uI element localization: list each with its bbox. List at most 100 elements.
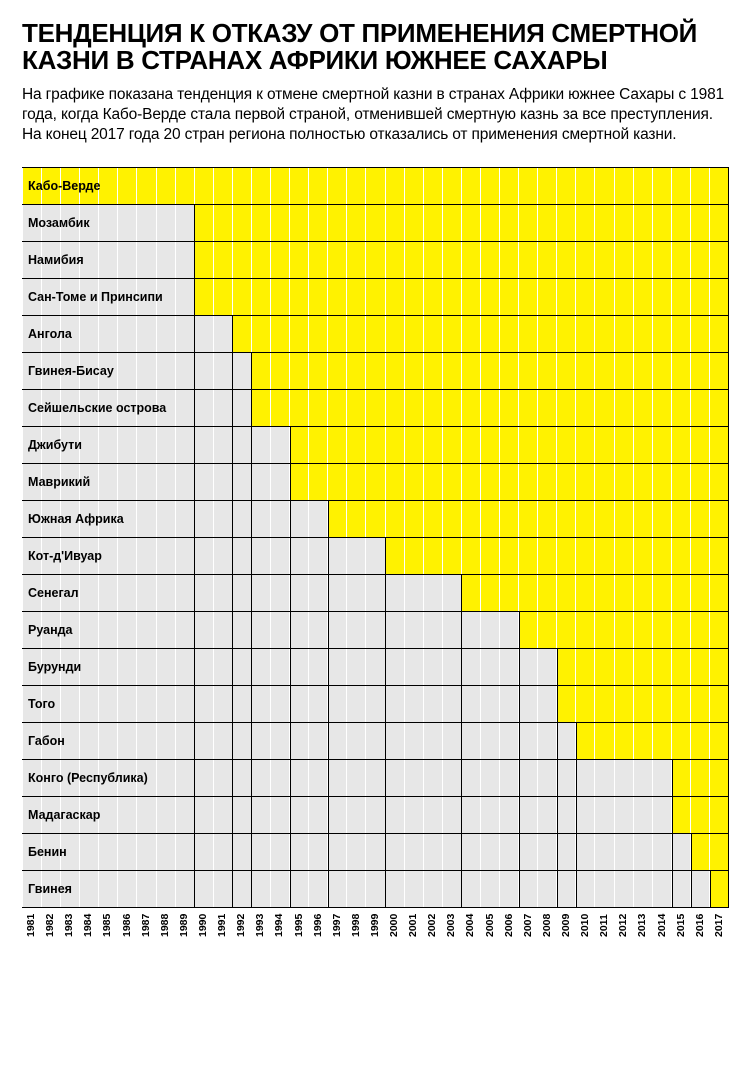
x-axis-tick: 2001	[407, 914, 419, 937]
x-axis-tick: 1984	[82, 914, 94, 937]
chart-x-axis: 1981 1982 1983 1984 1985 1986 1987 1988 1989 1990…	[22, 911, 729, 941]
x-axis-tick: 2008	[541, 914, 553, 937]
chart-row: Того	[22, 686, 728, 723]
x-axis-tick: 2012	[617, 914, 629, 937]
chart-row-label: Южная Африка	[28, 512, 124, 526]
x-axis-tick: 1986	[121, 914, 133, 937]
x-axis-tick: 1987	[140, 914, 152, 937]
x-axis-tick: 2015	[675, 914, 687, 937]
x-axis-tick: 1991	[216, 914, 228, 937]
chart-row-label: Руанда	[28, 623, 73, 637]
x-axis-tick: 1995	[293, 914, 305, 937]
chart-row-label: Маврикий	[28, 475, 90, 489]
x-axis-tick: 1994	[273, 914, 285, 937]
chart-row: Мадагаскар	[22, 797, 728, 834]
chart-bar	[461, 575, 728, 611]
x-axis-tick: 1997	[331, 914, 343, 937]
x-axis-tick: 2009	[560, 914, 572, 937]
x-axis-tick: 2004	[464, 914, 476, 937]
chart-bar	[289, 464, 728, 500]
chart-row-label: Гвинея	[28, 882, 72, 896]
chart-row: Руанда	[22, 612, 728, 649]
chart-row: Намибия	[22, 242, 728, 279]
chart-title: ТЕНДЕНЦИЯ К ОТКАЗУ ОТ ПРИМЕНЕНИЯ СМЕРТНО…	[22, 20, 729, 75]
x-axis-tick: 1985	[101, 914, 113, 937]
chart-row-label: Габон	[28, 734, 65, 748]
chart-row: Сан-Томе и Принсипи	[22, 279, 728, 316]
chart-row-label: Гвинея-Бисау	[28, 364, 114, 378]
chart-bar	[709, 871, 728, 907]
x-axis-tick: 2006	[503, 914, 515, 937]
chart-row-label: Бенин	[28, 845, 67, 859]
x-axis-tick: 2007	[522, 914, 534, 937]
chart-bar	[194, 279, 728, 315]
chart-row-label: Сейшельские острова	[28, 401, 166, 415]
chart-row: Кот-д'Ивуар	[22, 538, 728, 575]
chart-row: Южная Африка	[22, 501, 728, 538]
chart-bar	[556, 686, 728, 722]
chart-bar	[385, 538, 728, 574]
x-axis-tick: 2005	[484, 914, 496, 937]
x-axis-tick: 2017	[713, 914, 725, 937]
x-axis-tick: 2010	[579, 914, 591, 937]
chart-row: Бурунди	[22, 649, 728, 686]
chart-bar	[690, 834, 728, 870]
chart-bar	[251, 353, 728, 389]
chart-row: Ангола	[22, 316, 728, 353]
x-axis-tick: 1992	[235, 914, 247, 937]
chart-row-label: Кот-д'Ивуар	[28, 549, 102, 563]
chart-bar	[194, 205, 728, 241]
chart-row: Мозамбик	[22, 205, 728, 242]
chart-bar	[22, 168, 728, 204]
x-axis-tick: 1999	[369, 914, 381, 937]
chart-row-label: Сан-Томе и Принсипи	[28, 290, 163, 304]
chart-row-label: Джибути	[28, 438, 82, 452]
chart-bar	[671, 760, 728, 796]
chart-bar	[556, 649, 728, 685]
chart-bar	[327, 501, 728, 537]
chart-bar	[671, 797, 728, 833]
chart-row: Гвинея-Бисау	[22, 353, 728, 390]
x-axis-tick: 1982	[44, 914, 56, 937]
chart-bar	[575, 723, 728, 759]
x-axis-tick: 1988	[159, 914, 171, 937]
chart-row-label: Конго (Республика)	[28, 771, 148, 785]
chart-row: Гвинея	[22, 871, 728, 908]
chart-bar	[518, 612, 728, 648]
chart-bar	[251, 390, 728, 426]
x-axis-tick: 2013	[636, 914, 648, 937]
x-axis-tick: 1990	[197, 914, 209, 937]
chart-bar	[194, 242, 728, 278]
chart-row-label: Сенегал	[28, 586, 79, 600]
chart-bar	[232, 316, 728, 352]
x-axis-tick: 1989	[178, 914, 190, 937]
chart-row-label: Мадагаскар	[28, 808, 100, 822]
chart-row-label: Ангола	[28, 327, 72, 341]
x-axis-tick: 2016	[694, 914, 706, 937]
x-axis-tick: 2003	[445, 914, 457, 937]
chart-row-label: Намибия	[28, 253, 84, 267]
chart-row-label: Мозамбик	[28, 216, 90, 230]
x-axis-tick: 2011	[598, 914, 610, 937]
chart-row: Сенегал	[22, 575, 728, 612]
chart-row-label: Кабо-Верде	[28, 179, 100, 193]
chart-rows: Кабо-Верде Мозамбик Намибия Сан-Томе и Прин…	[22, 167, 729, 908]
chart-row: Джибути	[22, 427, 728, 464]
chart-container: Кабо-Верде Мозамбик Намибия Сан-Томе и Прин…	[22, 167, 729, 908]
chart-row: Бенин	[22, 834, 728, 871]
x-axis-tick: 2014	[656, 914, 668, 937]
chart-row-label: Бурунди	[28, 660, 81, 674]
chart-row: Габон	[22, 723, 728, 760]
chart-row-label: Того	[28, 697, 55, 711]
x-axis-tick: 1998	[350, 914, 362, 937]
x-axis-tick: 2000	[388, 914, 400, 937]
chart-row: Сейшельские острова	[22, 390, 728, 427]
chart-bar	[289, 427, 728, 463]
chart-row: Конго (Республика)	[22, 760, 728, 797]
chart-row: Маврикий	[22, 464, 728, 501]
x-axis-tick: 1983	[63, 914, 75, 937]
x-axis-tick: 2002	[426, 914, 438, 937]
x-axis-tick: 1996	[312, 914, 324, 937]
x-axis-tick: 1981	[25, 914, 37, 937]
x-axis-tick: 1993	[254, 914, 266, 937]
